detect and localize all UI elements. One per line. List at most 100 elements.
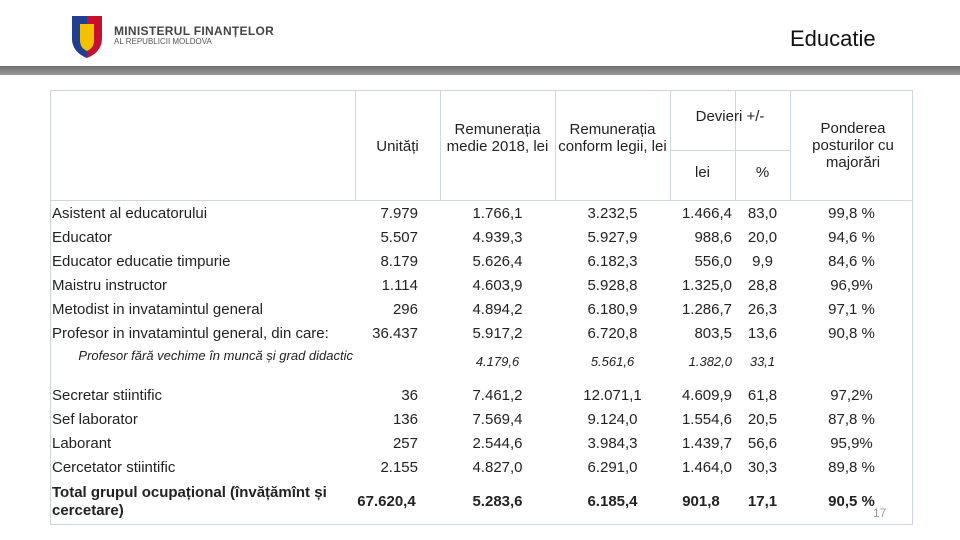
cell: 13,6 bbox=[747, 325, 778, 342]
cell: 20,0 bbox=[747, 229, 778, 246]
cell: 99,8 % bbox=[828, 205, 875, 222]
row-label: Cercetator stiintific bbox=[52, 459, 176, 476]
row-label: Laborant bbox=[52, 435, 112, 452]
cell: 9.124,0 bbox=[587, 411, 638, 428]
column-header: Ponderea posturilor cu majorări bbox=[812, 120, 894, 171]
cell: 94,6 % bbox=[828, 229, 875, 246]
cell: 36.437 bbox=[372, 325, 418, 342]
cell: 28,8 bbox=[747, 277, 778, 294]
cell: 1.554,6 bbox=[681, 411, 732, 428]
column-divider bbox=[555, 90, 556, 200]
cell: 3.232,5 bbox=[587, 205, 638, 222]
row-label: Maistru instructor bbox=[52, 277, 168, 294]
cell: 136 bbox=[392, 411, 418, 428]
cell: 7.461,2 bbox=[472, 387, 523, 404]
cell: 20,5 bbox=[747, 411, 778, 428]
cell: 1.382,0 bbox=[688, 354, 732, 369]
cell: 1.464,0 bbox=[681, 459, 732, 476]
table bbox=[50, 90, 913, 525]
cell: 1.439,7 bbox=[681, 435, 732, 452]
column-header: Remunerația conform legii, lei bbox=[558, 121, 667, 155]
cell: 97,2% bbox=[830, 387, 873, 404]
cell: 84,6 % bbox=[828, 253, 875, 270]
page-number: 17 bbox=[873, 506, 887, 520]
column-divider bbox=[735, 90, 736, 200]
column-header: % bbox=[755, 164, 770, 181]
row-label: Metodist in invatamintul general bbox=[52, 301, 263, 318]
cell: 296 bbox=[392, 301, 418, 318]
row-label: Profesor fără vechime în muncă și grad d… bbox=[78, 348, 353, 363]
cell: 4.894,2 bbox=[472, 301, 523, 318]
cell: 803,5 bbox=[694, 325, 732, 342]
cell: 12.071,1 bbox=[583, 387, 642, 404]
org-subname: AL REPUBLICII MOLDOVA bbox=[114, 37, 212, 46]
cell: 33,1 bbox=[749, 354, 776, 369]
cell: 988,6 bbox=[694, 229, 732, 246]
cell: 96,9% bbox=[830, 277, 873, 294]
cell: 17,1 bbox=[747, 493, 778, 510]
cell: 7.569,4 bbox=[472, 411, 523, 428]
cell: 257 bbox=[392, 435, 418, 452]
cell: 26,3 bbox=[747, 301, 778, 318]
header-divider bbox=[50, 200, 913, 201]
cell: 6.180,9 bbox=[587, 301, 638, 318]
cell: 901,8 bbox=[682, 493, 720, 510]
cell: 56,6 bbox=[747, 435, 778, 452]
column-divider bbox=[440, 90, 441, 200]
cell: 61,8 bbox=[747, 387, 778, 404]
cell: 4.939,3 bbox=[472, 229, 523, 246]
cell: 4.609,9 bbox=[681, 387, 732, 404]
cell: 2.544,6 bbox=[472, 435, 523, 452]
cell: 1.466,4 bbox=[681, 205, 732, 222]
org-name: MINISTERUL FINANȚELOR bbox=[114, 24, 275, 38]
header-band bbox=[0, 66, 960, 75]
row-label: Educator bbox=[52, 229, 113, 246]
cell: 4.603,9 bbox=[472, 277, 523, 294]
cell: 9,9 bbox=[752, 253, 773, 270]
row-label: Total grupul ocupațional (învățămînt și … bbox=[52, 484, 327, 519]
column-divider bbox=[355, 90, 356, 200]
slide-title: Educatie bbox=[790, 26, 876, 51]
column-header: Remunerația medie 2018, lei bbox=[446, 121, 549, 155]
cell: 5.928,8 bbox=[587, 277, 638, 294]
cell: 30,3 bbox=[747, 459, 778, 476]
cell: 1.766,1 bbox=[472, 205, 523, 222]
cell: 6.720,8 bbox=[587, 325, 638, 342]
cell: 5.917,2 bbox=[472, 325, 523, 342]
cell: 7.979 bbox=[380, 205, 418, 222]
column-header: Devieri +/- bbox=[695, 108, 765, 125]
cell: 1.114 bbox=[381, 277, 418, 294]
cell: 95,9% bbox=[830, 435, 873, 452]
column-divider bbox=[790, 90, 791, 200]
cell: 90,8 % bbox=[828, 325, 875, 342]
cell: 5.507 bbox=[380, 229, 418, 246]
cell: 6.182,3 bbox=[587, 253, 638, 270]
row-label: Asistent al educatorului bbox=[52, 205, 208, 222]
cell: 1.325,0 bbox=[681, 277, 732, 294]
cell: 8.179 bbox=[380, 253, 418, 270]
cell: 4.179,6 bbox=[475, 354, 520, 369]
row-label: Educator educatie timpurie bbox=[52, 253, 231, 270]
column-divider bbox=[670, 90, 671, 200]
cell: 67.620,4 bbox=[357, 493, 416, 510]
cell: 97,1 % bbox=[828, 301, 875, 318]
cell: 83,0 bbox=[747, 205, 778, 222]
row-label: Secretar stiintific bbox=[52, 387, 163, 404]
column-header: lei bbox=[694, 164, 710, 181]
cell: 5.626,4 bbox=[472, 253, 523, 270]
row-label: Sef laborator bbox=[52, 411, 138, 428]
cell: 5.283,6 bbox=[472, 493, 523, 510]
cell: 3.984,3 bbox=[587, 435, 638, 452]
cell: 6.291,0 bbox=[587, 459, 638, 476]
cell: 90,5 % bbox=[828, 493, 875, 510]
cell: 5.561,6 bbox=[590, 354, 635, 369]
cell: 556,0 bbox=[694, 253, 732, 270]
cell: 5.927,9 bbox=[587, 229, 638, 246]
cell: 2.155 bbox=[380, 459, 418, 476]
cell: 36 bbox=[401, 387, 418, 404]
logo bbox=[72, 16, 102, 58]
cell: 6.185,4 bbox=[587, 493, 638, 510]
column-header: Unități bbox=[376, 138, 419, 155]
cell: 87,8 % bbox=[828, 411, 875, 428]
